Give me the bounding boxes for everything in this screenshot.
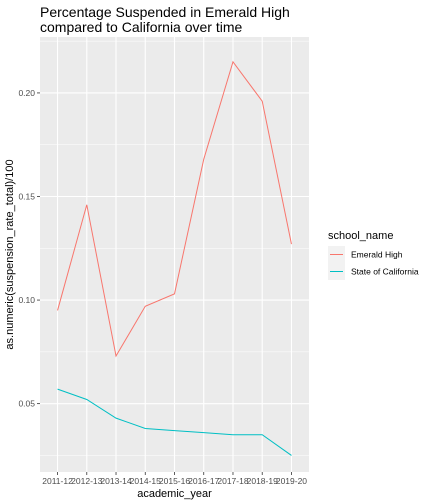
chart-title: Percentage Suspended in Emerald Highcomp… [40,4,290,35]
series-line-emerald-high [57,60,292,358]
x-tick-label: 2015-16 [159,476,190,486]
legend-label: Emerald High [351,250,403,260]
series-lines [57,60,292,456]
x-tick-label: 2019-20 [276,476,307,486]
x-tick-label: 2017-18 [217,476,248,486]
x-tick-label: 2016-17 [188,476,219,486]
x-tick-label: 2013-14 [100,476,131,486]
chart-title-line: Percentage Suspended in Emerald High [40,4,290,20]
x-tick-label: 2012-13 [71,476,102,486]
legend-title: school_name [328,230,393,242]
y-axis-title: as.numeric(suspension_rate_total)/100 [4,159,16,349]
legend: school_name Emerald High State of Califor… [328,230,419,280]
y-tick-label: 0.05 [18,399,35,409]
x-tick-label: 2014-15 [130,476,161,486]
y-tick-label: 0.10 [18,295,35,305]
y-axis: 0.05 0.10 0.15 0.20 [18,88,40,409]
series-line-state-of-california [57,388,292,456]
x-axis: 2011-122012-132013-142014-152015-162016-… [42,472,307,486]
chart-title-line: compared to California over time [40,19,243,35]
x-tick-label: 2011-12 [42,476,73,486]
x-axis-title: academic_year [137,488,212,500]
y-tick-label: 0.20 [18,88,35,98]
y-tick-label: 0.15 [18,192,35,202]
legend-label: State of California [351,267,419,277]
x-tick-label: 2018-19 [247,476,278,486]
